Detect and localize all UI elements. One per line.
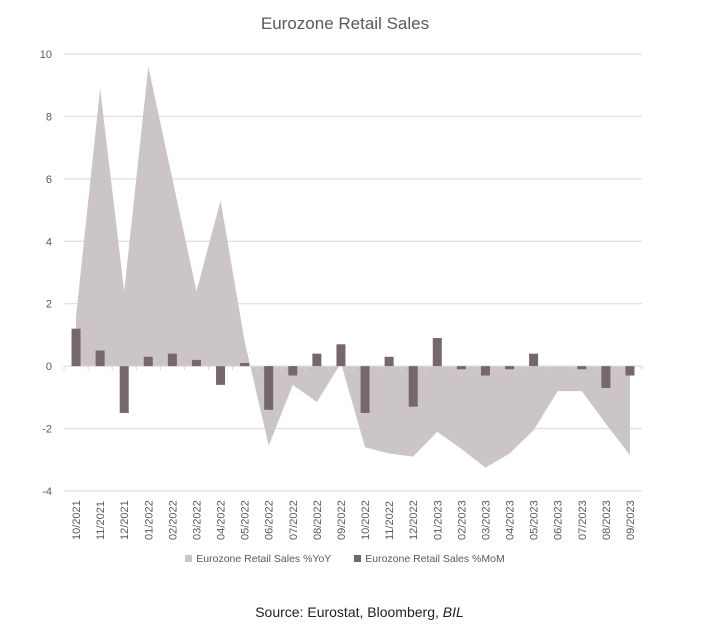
x-tick-label: 11/2021 <box>95 501 107 540</box>
y-tick-label: 6 <box>46 174 52 186</box>
x-tick-label: 04/2022 <box>216 500 228 540</box>
x-tick-label: 07/2023 <box>577 500 589 540</box>
mom-bar <box>408 366 418 407</box>
y-tick-label: -2 <box>42 424 52 436</box>
x-tick-label: 02/2023 <box>456 500 468 540</box>
mom-bar <box>264 366 274 410</box>
mom-bar <box>384 356 394 367</box>
x-tick-label: 04/2023 <box>505 500 517 540</box>
x-tick-label: 10/2022 <box>360 500 372 540</box>
x-axis-tick-labels: 10/2021 11/2021 12/2021 01/2022 02/2022 03/20… <box>71 500 637 540</box>
mom-bar <box>216 366 226 385</box>
source-note: Source: Eurostat, Bloomberg, BIL <box>0 604 719 620</box>
x-tick-label: 09/2023 <box>625 500 637 540</box>
gridlines <box>64 53 642 492</box>
x-tick-label: 01/2023 <box>432 500 444 540</box>
y-tick-label: 8 <box>46 111 52 123</box>
x-tick-label: 05/2022 <box>240 500 252 540</box>
x-tick-label: 05/2023 <box>529 500 541 540</box>
y-tick-label: 10 <box>40 49 52 61</box>
y-tick-label: 0 <box>46 361 52 373</box>
yoy-area-series <box>76 66 630 468</box>
x-tick-label: 03/2022 <box>191 500 203 540</box>
mom-bar <box>167 353 177 367</box>
mom-bar <box>119 366 129 413</box>
mom-bar <box>480 366 490 376</box>
source-text: Source: Eurostat, Bloomberg, <box>255 604 443 620</box>
mom-bar <box>95 350 105 367</box>
mom-bar <box>71 328 81 367</box>
yoy-area <box>76 66 630 468</box>
mom-bar <box>529 353 539 367</box>
mom-bar <box>336 344 346 367</box>
mom-bar <box>191 359 201 367</box>
mom-bar <box>288 366 298 376</box>
mom-bar-series <box>71 328 635 413</box>
x-tick-label: 10/2021 <box>71 500 83 540</box>
x-axis <box>63 365 643 371</box>
x-tick-label: 06/2023 <box>553 500 565 540</box>
mom-bar <box>456 366 466 370</box>
x-tick-label: 02/2022 <box>167 500 179 540</box>
mom-bar <box>505 366 515 370</box>
y-tick-label: 4 <box>46 236 52 248</box>
x-tick-label: 09/2022 <box>336 500 348 540</box>
mom-bar <box>577 366 587 370</box>
x-tick-label: 01/2022 <box>143 500 155 540</box>
legend-label-yoy: Eurozone Retail Sales %YoY <box>196 553 332 565</box>
x-tick-label: 07/2022 <box>288 500 300 540</box>
mom-bar <box>143 356 153 367</box>
mom-bar <box>601 366 611 388</box>
x-tick-label: 06/2022 <box>264 500 276 540</box>
mom-bar <box>432 338 442 367</box>
source-italic: BIL <box>442 604 464 620</box>
mom-bar <box>240 363 250 367</box>
legend-item-yoy: Eurozone Retail Sales %YoY <box>185 553 331 565</box>
chart-plot: 10 8 6 4 2 0 -2 -4 10/2021 11/2021 12/2021 01/2022… <box>40 49 643 540</box>
x-tick-label: 11/2022 <box>384 501 396 540</box>
y-tick-label: 2 <box>46 299 52 311</box>
x-tick-label: 08/2022 <box>312 500 324 540</box>
x-tick-label: 12/2021 <box>119 500 131 540</box>
mom-bar <box>625 366 635 376</box>
legend: Eurozone Retail Sales %YoY Eurozone Reta… <box>0 553 690 565</box>
legend-swatch-mom <box>354 555 362 562</box>
mom-bar <box>312 353 322 367</box>
legend-swatch-yoy <box>185 555 193 562</box>
x-tick-label: 03/2023 <box>480 500 492 540</box>
y-axis-ticks: 10 8 6 4 2 0 -2 -4 <box>40 49 52 498</box>
chart-title: Eurozone Retail Sales <box>260 14 430 33</box>
x-tick-label: 12/2022 <box>408 500 420 540</box>
mom-bar <box>360 366 370 413</box>
legend-item-mom: Eurozone Retail Sales %MoM <box>354 553 505 565</box>
legend-label-mom: Eurozone Retail Sales %MoM <box>365 553 505 565</box>
x-tick-label: 08/2023 <box>601 500 613 540</box>
y-tick-label: -4 <box>42 486 52 498</box>
